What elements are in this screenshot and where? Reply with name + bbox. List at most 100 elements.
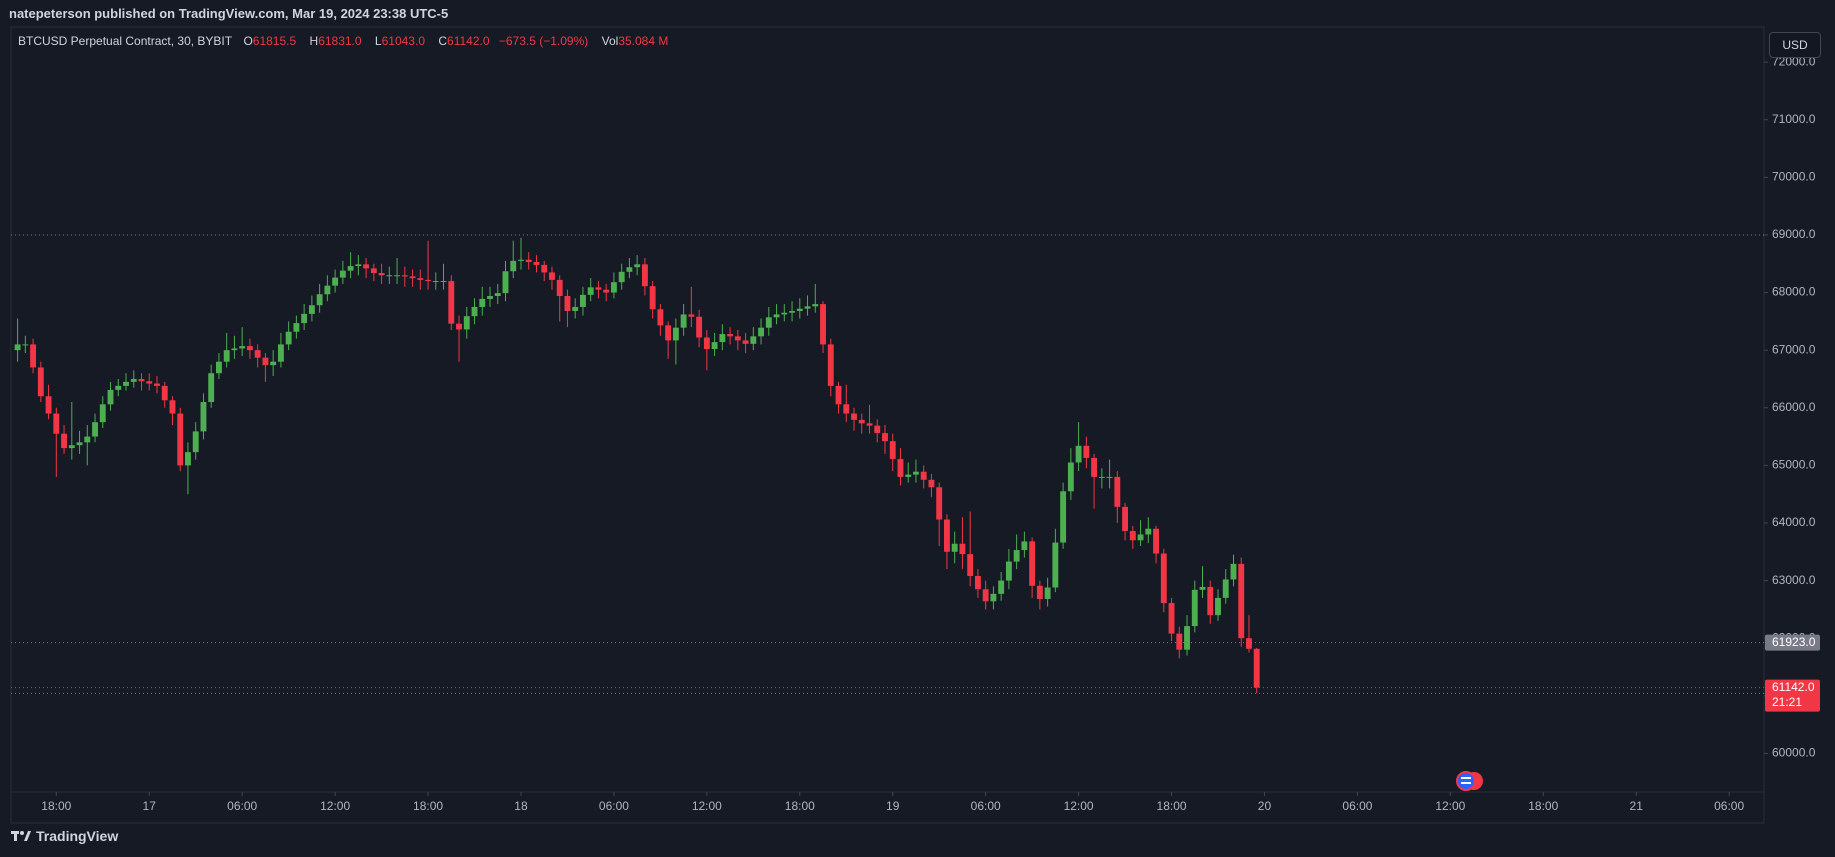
candle-body: [618, 271, 625, 283]
value: 61831.0: [318, 34, 362, 48]
candle-body: [378, 272, 385, 276]
value: 61815.5: [252, 34, 297, 48]
candle-body: [1052, 542, 1059, 588]
candle-body: [316, 294, 323, 306]
candle-body: [959, 543, 966, 555]
candle-body: [37, 367, 44, 397]
candle-body: [750, 336, 757, 344]
candle-body: [781, 312, 788, 315]
candle-body: [835, 385, 842, 405]
candle-body: [216, 361, 222, 374]
candle-body: [1067, 462, 1074, 492]
candle-body: [549, 272, 555, 280]
x-tick-label: 20: [1258, 799, 1272, 813]
candle-body: [463, 316, 470, 330]
candle-body: [502, 271, 509, 294]
candle-body: [192, 431, 199, 453]
candle-body: [951, 543, 958, 552]
candle-body: [53, 413, 60, 434]
candle-body: [339, 270, 346, 278]
candle-body: [448, 281, 455, 324]
candle-body: [479, 298, 486, 307]
y-tick-label: 64000.0: [1772, 515, 1816, 529]
candle-body: [936, 487, 943, 520]
candle-body: [200, 402, 207, 432]
candle-body: [1044, 587, 1051, 600]
candle-body: [1005, 561, 1012, 581]
candle-body: [1222, 579, 1229, 598]
candle-body: [595, 287, 602, 290]
candle-body: [185, 452, 191, 466]
candle-body: [843, 404, 850, 414]
candle-body: [84, 436, 91, 443]
candle-body: [1184, 626, 1190, 650]
candle-body: [587, 287, 594, 295]
candle-body: [363, 264, 370, 269]
candle-body: [742, 340, 749, 344]
candle-body: [1137, 534, 1144, 541]
candle-body: [510, 260, 517, 272]
candle-body: [889, 441, 896, 460]
currency-button[interactable]: USD: [1769, 32, 1821, 58]
candle-body: [518, 259, 524, 261]
candle-body: [1253, 648, 1260, 688]
candle-body: [827, 344, 834, 386]
candle-body: [1029, 541, 1036, 586]
candle-body: [1145, 528, 1152, 535]
candle-body: [974, 575, 981, 590]
candle-body: [820, 304, 826, 345]
candle-body: [332, 277, 339, 286]
candle-body: [107, 389, 114, 405]
candle-body: [866, 423, 873, 426]
candle-body: [432, 281, 439, 283]
candle-body: [301, 313, 308, 324]
candle-body: [409, 276, 416, 279]
publish-info: natepeterson published on TradingView.co…: [9, 6, 449, 21]
candle-body: [146, 381, 153, 384]
candle-body: [45, 396, 52, 414]
candle-body: [665, 325, 672, 341]
candle-body: [223, 350, 230, 362]
label: C: [438, 34, 448, 48]
x-tick-label: 06:00: [1342, 799, 1372, 813]
logo: [11, 831, 31, 841]
candle-body: [998, 580, 1005, 594]
x-tick-label: 18: [514, 799, 528, 813]
x-tick-label: 18:00: [413, 799, 443, 813]
candle-body: [1160, 553, 1167, 604]
y-tick-label: 60000.0: [1772, 746, 1816, 760]
candle-body: [177, 413, 184, 466]
candle-body: [804, 306, 811, 309]
candle-body: [634, 264, 641, 268]
candle-body: [990, 593, 997, 602]
candle-body: [324, 285, 331, 295]
candle-body: [30, 344, 37, 368]
candle-body: [533, 262, 540, 265]
candle-body: [92, 422, 98, 437]
candle-body: [401, 275, 408, 277]
candle-body: [874, 425, 881, 434]
candle-body: [1238, 563, 1245, 639]
y-tick-label: 66000.0: [1772, 400, 1816, 414]
value: 35.084 M: [618, 34, 669, 48]
label: Vol: [601, 34, 619, 48]
candle-body: [1168, 603, 1175, 634]
candle-body: [897, 459, 904, 477]
candle-body: [967, 554, 974, 576]
candle-body: [1106, 476, 1113, 478]
candle-body: [61, 433, 67, 449]
candle-body: [1129, 531, 1136, 541]
candle-body: [1091, 457, 1098, 477]
candle-body: [858, 419, 865, 424]
candle-body: [680, 314, 687, 328]
candle-body: [905, 474, 912, 477]
candle-body: [1176, 633, 1183, 650]
x-tick-label: 06:00: [599, 799, 629, 813]
candle-body: [603, 289, 610, 293]
candle-body: [1075, 445, 1082, 463]
candle-body: [99, 404, 106, 423]
change: −673.5 (−1.09%): [498, 34, 589, 48]
candle-body: [1036, 585, 1043, 600]
